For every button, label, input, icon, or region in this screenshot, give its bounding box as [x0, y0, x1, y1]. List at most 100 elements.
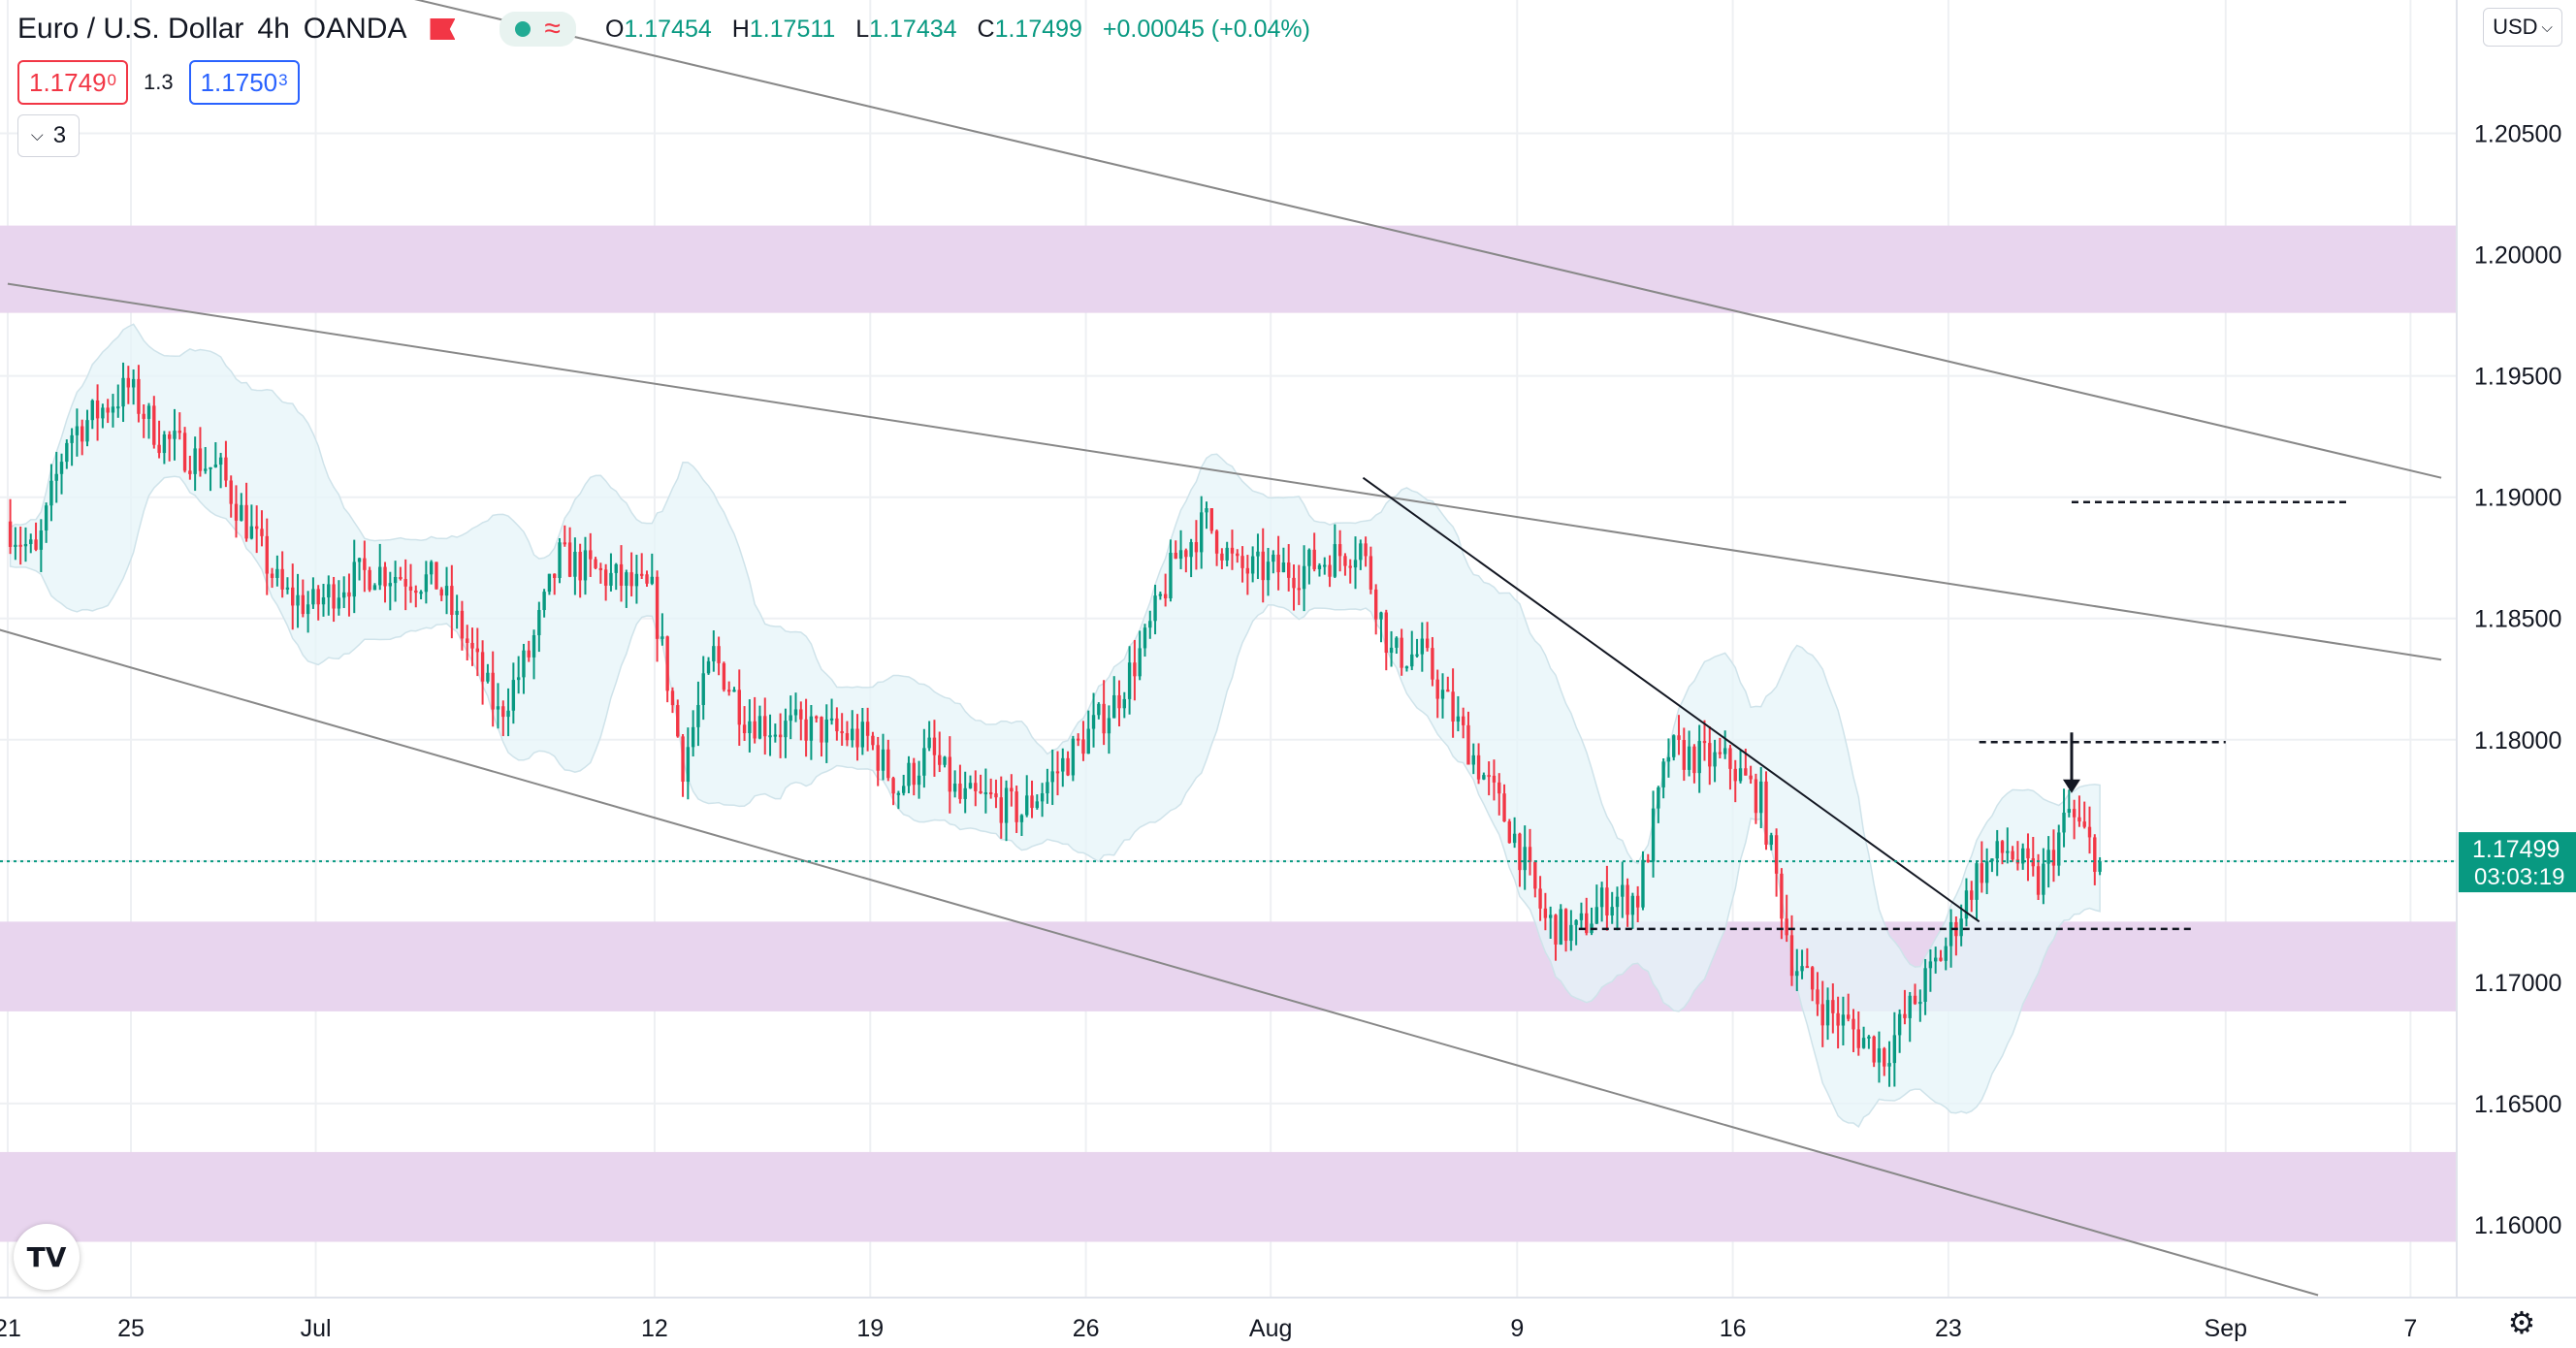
candle [450, 564, 454, 639]
candle [2057, 824, 2061, 877]
candle [943, 755, 947, 768]
candle [39, 519, 44, 572]
candle-body [1174, 552, 1177, 560]
candle [1400, 628, 1403, 676]
price-tick-label: 1.16000 [2474, 1212, 2561, 1239]
candle-body [2087, 826, 2092, 838]
arrow-down-head[interactable] [2062, 779, 2080, 793]
candle [1138, 630, 1142, 681]
candle-body [224, 457, 228, 481]
candle [1518, 832, 1522, 887]
symbol-name[interactable]: Euro / U.S. Dollar [17, 13, 244, 45]
candle [691, 710, 695, 757]
candle [116, 384, 120, 418]
candle [357, 557, 362, 581]
candle [1153, 584, 1157, 635]
candle-body [1708, 743, 1712, 767]
candle [1353, 536, 1358, 590]
close-label: C [977, 15, 995, 43]
candle [173, 408, 177, 461]
candle-body [2006, 851, 2010, 853]
candle [1780, 868, 1784, 940]
candle [1872, 1035, 1876, 1068]
candle [1995, 829, 1999, 877]
candle [706, 657, 711, 675]
drawing-tools[interactable] [0, 0, 2442, 1297]
candle-body [583, 550, 588, 581]
candle-body [922, 748, 926, 776]
candle-body [254, 526, 259, 530]
candle [1019, 814, 1024, 837]
candle-body [39, 530, 44, 550]
candle [2067, 789, 2072, 818]
candle [142, 403, 145, 438]
candle-body [363, 558, 367, 570]
candle [1261, 528, 1265, 603]
candle-body [480, 652, 485, 682]
candle-body [578, 551, 582, 581]
candle [399, 566, 402, 581]
candle [1687, 730, 1691, 777]
candle-body [506, 710, 510, 718]
trendline[interactable] [1362, 476, 1980, 923]
time-tick-label: Jul [301, 1315, 332, 1342]
candle-body [1574, 919, 1578, 925]
indicators-toggle-button[interactable]: ⌵ 3 [17, 114, 80, 157]
candle [1389, 630, 1394, 667]
candle-body [316, 589, 320, 605]
candle [1061, 748, 1065, 787]
candle-body [722, 662, 726, 690]
sell-button[interactable]: 1.1749 0 [17, 60, 128, 105]
buy-button[interactable]: 1.1750 3 [188, 60, 300, 105]
candle-body [1353, 560, 1358, 568]
candle-body [1533, 861, 1537, 889]
candle [106, 399, 110, 424]
candle-body [1733, 768, 1737, 782]
trendline[interactable] [7, 282, 2442, 661]
candle-body [1133, 662, 1137, 677]
candle [891, 776, 895, 806]
candle [531, 629, 536, 680]
candle [1646, 853, 1650, 863]
interval-label[interactable]: 4h [257, 13, 290, 45]
candle [589, 532, 593, 577]
candle [820, 716, 823, 757]
candle [1641, 851, 1645, 911]
candle [1574, 918, 1578, 946]
candle [1980, 841, 1984, 893]
candle-body [486, 672, 490, 682]
trendline[interactable] [285, 0, 2442, 479]
price-axis[interactable]: 1.160001.165001.170001.175001.180001.185… [2456, 0, 2576, 1348]
candle [193, 436, 197, 492]
time-axis[interactable]: 21 25 Jul 12 19 26 Aug 9 16 23 Sep 7 [0, 1297, 2576, 1348]
candle [2020, 843, 2025, 870]
candle [753, 696, 757, 744]
candle-body [1435, 679, 1439, 699]
candle-body [655, 576, 660, 639]
candle [583, 536, 588, 595]
currency-button[interactable]: USD ⌵ [2483, 8, 2562, 47]
candle-body [1061, 757, 1065, 772]
candle [1435, 669, 1439, 719]
candle [1431, 636, 1434, 687]
candle [963, 771, 967, 814]
candle-body [1702, 741, 1707, 744]
flag-icon[interactable] [430, 18, 456, 40]
candle [1245, 555, 1250, 595]
candle [1883, 1046, 1886, 1076]
candle-body [1153, 595, 1157, 622]
candle-body [204, 468, 208, 471]
candle [1471, 743, 1475, 775]
candle-body [327, 584, 331, 598]
gear-icon[interactable]: ⚙ [2507, 1304, 2536, 1341]
tradingview-logo-icon[interactable]: TV [14, 1224, 80, 1290]
trendline[interactable] [0, 624, 2319, 1297]
market-status-pill[interactable]: ≈ [499, 12, 576, 47]
candle [1897, 1009, 1902, 1053]
candle-body [1883, 1048, 1886, 1067]
candle [1635, 885, 1640, 922]
candle [1451, 668, 1455, 738]
candle-body [1163, 594, 1168, 599]
candle-body [70, 434, 74, 443]
